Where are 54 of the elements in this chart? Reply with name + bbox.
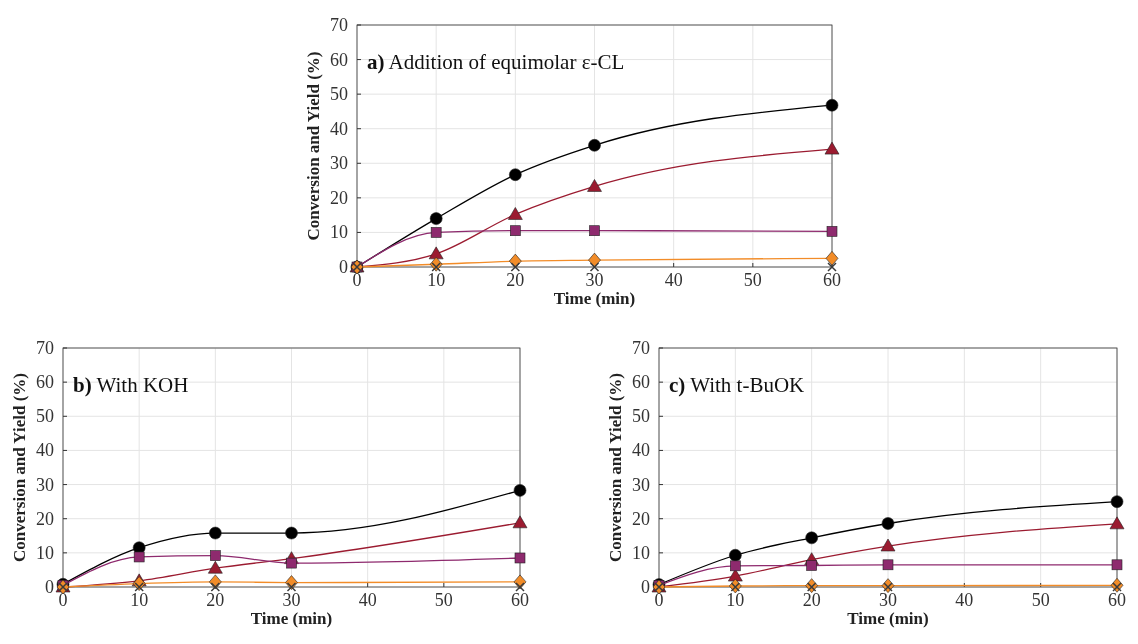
y-tick-label: 40 bbox=[36, 440, 54, 461]
x-tick-label: 40 bbox=[358, 590, 377, 610]
y-tick-label: 70 bbox=[36, 338, 54, 358]
y-tick-label: 30 bbox=[36, 474, 54, 495]
x-tick-label: 10 bbox=[427, 270, 446, 290]
y-axis-title: Conversion and Yield (%) bbox=[10, 372, 29, 563]
y-tick-label: 50 bbox=[36, 406, 54, 427]
x-tick-label: 0 bbox=[352, 270, 362, 290]
x-tick-label: 20 bbox=[506, 270, 525, 290]
y-tick-label: 0 bbox=[339, 257, 348, 277]
y-tick-label: 20 bbox=[36, 508, 54, 529]
x-tick-label: 50 bbox=[743, 270, 762, 290]
y-axis-title: Conversion and Yield (%) bbox=[606, 372, 625, 563]
y-tick-label: 10 bbox=[330, 222, 348, 243]
y-tick-label: 50 bbox=[632, 406, 650, 427]
y-tick-label: 20 bbox=[330, 187, 348, 208]
y-tick-label: 60 bbox=[632, 372, 650, 393]
x-tick-label: 20 bbox=[206, 590, 225, 610]
x-tick-label: 40 bbox=[664, 270, 683, 290]
x-tick-label: 10 bbox=[726, 590, 745, 610]
text: b) With KOH bbox=[73, 373, 189, 397]
x-axis-title: Time (min) bbox=[250, 609, 333, 628]
x-tick-label: 20 bbox=[802, 590, 821, 610]
y-axis-title: Conversion and Yield (%) bbox=[304, 51, 323, 241]
y-tick-label: 50 bbox=[330, 84, 348, 105]
x-tick-label: 50 bbox=[434, 590, 453, 610]
text: c) With t-BuOK bbox=[669, 373, 805, 397]
y-tick-label: 30 bbox=[330, 153, 348, 174]
x-tick-label: 40 bbox=[955, 590, 974, 610]
x-axis-title: Time (min) bbox=[553, 289, 636, 308]
x-tick-label: 60 bbox=[1108, 590, 1126, 610]
x-tick-label: 50 bbox=[1031, 590, 1050, 610]
y-tick-label: 40 bbox=[330, 118, 348, 139]
x-axis-title: Time (min) bbox=[847, 609, 929, 628]
y-tick-label: 0 bbox=[45, 577, 54, 597]
text: a) Addition of equimolar ε-CL bbox=[367, 50, 625, 74]
y-tick-label: 60 bbox=[36, 372, 54, 393]
x-tick-label: 30 bbox=[282, 590, 301, 610]
y-tick-label: 60 bbox=[330, 49, 348, 70]
y-tick-label: 40 bbox=[632, 440, 650, 461]
y-tick-label: 30 bbox=[632, 474, 650, 495]
y-tick-label: 20 bbox=[632, 508, 650, 529]
x-tick-label: 30 bbox=[585, 270, 604, 290]
y-tick-label: 10 bbox=[36, 542, 54, 563]
y-tick-label: 10 bbox=[632, 542, 650, 563]
x-tick-label: 0 bbox=[58, 590, 68, 610]
y-tick-label: 70 bbox=[632, 338, 650, 358]
x-tick-label: 60 bbox=[823, 270, 841, 290]
y-tick-label: 0 bbox=[641, 577, 650, 597]
x-tick-label: 60 bbox=[511, 590, 529, 610]
x-tick-label: 10 bbox=[130, 590, 149, 610]
x-tick-label: 0 bbox=[654, 590, 664, 610]
y-tick-label: 70 bbox=[330, 15, 348, 35]
x-tick-label: 30 bbox=[879, 590, 897, 610]
